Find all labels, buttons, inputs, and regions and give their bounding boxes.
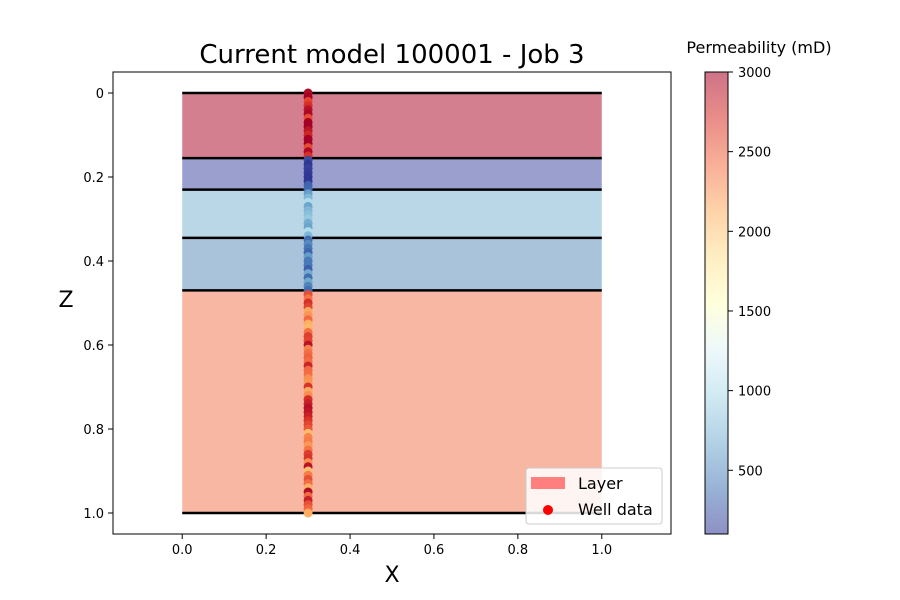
x-tick-label: 0.2 xyxy=(256,543,277,558)
x-axis-ticks: 0.0 0.2 0.4 0.6 0.8 1.0 xyxy=(172,534,612,558)
colorbar-gradient xyxy=(705,72,728,534)
layer-3 xyxy=(182,189,602,238)
y-tick-label: 0.2 xyxy=(83,171,104,186)
x-axis-label: X xyxy=(384,563,399,588)
colorbar-tick-label: 1500 xyxy=(738,305,771,320)
y-tick-label: 0.4 xyxy=(83,255,104,270)
y-axis-label: Z xyxy=(58,288,73,313)
y-tick-label: 1.0 xyxy=(83,507,104,522)
chart-title: Current model 100001 - Job 3 xyxy=(199,40,584,70)
layer-2 xyxy=(182,158,602,190)
x-tick-label: 1.0 xyxy=(591,543,612,558)
well-data-point xyxy=(303,508,313,518)
legend-layer-swatch xyxy=(531,477,565,489)
y-axis-ticks: 0 0.2 0.4 0.6 0.8 1.0 xyxy=(83,87,113,522)
x-tick-label: 0.6 xyxy=(424,543,445,558)
legend-well-label: Well data xyxy=(578,500,653,519)
layer-1 xyxy=(182,93,602,159)
legend-layer-label: Layer xyxy=(578,474,623,493)
x-tick-label: 0.0 xyxy=(172,543,193,558)
colorbar-tick-label: 2500 xyxy=(738,146,771,161)
layers xyxy=(182,93,602,513)
x-tick-label: 0.4 xyxy=(340,543,361,558)
legend-well-marker xyxy=(543,505,553,515)
y-tick-label: 0 xyxy=(96,87,104,102)
colorbar-tick-label: 2000 xyxy=(738,225,771,240)
colorbar-tick-label: 1000 xyxy=(738,385,771,400)
x-tick-label: 0.8 xyxy=(508,543,529,558)
colorbar: Permeability (mD) 500 1000 1500 2000 2500 300… xyxy=(686,38,832,535)
plot-frame xyxy=(112,71,672,535)
plot-area xyxy=(112,71,672,535)
colorbar-tick-label: 500 xyxy=(738,464,763,479)
legend: Layer Well data xyxy=(525,467,663,525)
y-tick-label: 0.8 xyxy=(83,423,104,438)
colorbar-frame xyxy=(704,71,729,535)
layer-4 xyxy=(182,237,602,291)
colorbar-ticks: 500 1000 1500 2000 2500 3000 xyxy=(728,66,771,479)
colorbar-title: Permeability (mD) xyxy=(686,38,831,57)
y-tick-label: 0.6 xyxy=(83,339,104,354)
colorbar-tick-label: 3000 xyxy=(738,66,771,81)
well-data-points xyxy=(303,88,313,518)
